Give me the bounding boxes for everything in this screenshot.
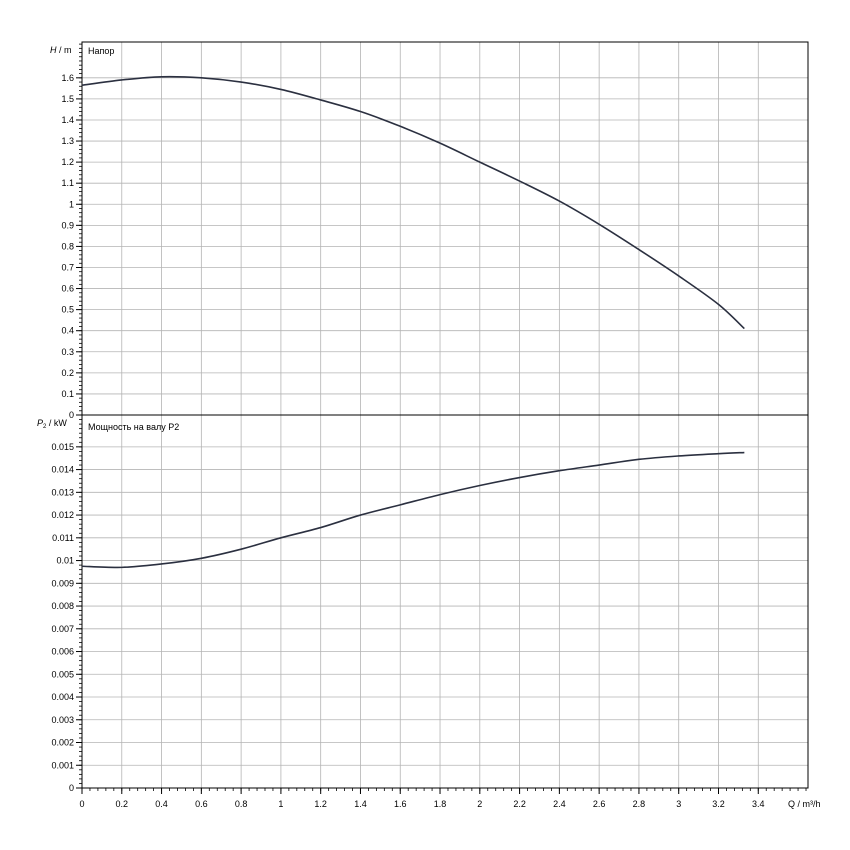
head-y-tick-label: 0.2 [61, 368, 74, 378]
head-series-label: Напор [88, 46, 114, 56]
power-panel: 0 0.001 0.002 0.003 0.004 0.005 0.006 0.007 0.00… [37, 414, 809, 793]
head-y-tick-label: 0.1 [61, 389, 74, 399]
power-y-tick-label: 0 [69, 783, 74, 793]
x-tick-label: 1.8 [434, 799, 447, 809]
power-y-tick-label: 0.002 [51, 738, 74, 748]
power-y-tick-label: 0.014 [51, 465, 74, 475]
power-y-tick-label: 0.008 [51, 601, 74, 611]
x-axis-ticks: 0 0.2 0.4 0.6 0.8 1 1.2 1.4 1.6 1.8 2 2.2 2.4 2.6 2.8 3… [79, 788, 807, 809]
head-y-tick-label: 0.4 [61, 326, 74, 336]
head-curve-line [81, 75, 745, 330]
x-tick-label: 0.8 [235, 799, 248, 809]
head-panel: 0 0.1 0.2 0.3 0.4 0.5 0.6 0.7 0.8 0.9 1 1.1 1.2 1.3 1.… [50, 41, 809, 420]
x-axis-label: Q / m³/h [788, 799, 821, 809]
head-y-ticks: 0 0.1 0.2 0.3 0.4 0.5 0.6 0.7 0.8 0.9 1 1.1 1.2 1.3 1.… [61, 43, 82, 420]
power-y-tick-label: 0.001 [51, 760, 74, 770]
x-tick-label: 2.2 [513, 799, 526, 809]
x-tick-label: 1.6 [394, 799, 407, 809]
x-tick-label: 2 [477, 799, 482, 809]
power-y-tick-label: 0.009 [51, 578, 74, 588]
head-y-tick-label: 1.5 [61, 94, 74, 104]
power-y-tick-label: 0.007 [51, 624, 74, 634]
power-y-tick-label: 0.015 [51, 442, 74, 452]
x-tick-label: 3.4 [752, 799, 765, 809]
head-y-tick-label: 0.5 [61, 305, 74, 315]
power-curve-line [81, 451, 745, 569]
power-plot-frame [81, 414, 809, 789]
head-y-tick-label: 1.6 [61, 73, 74, 83]
head-y-tick-label: 0 [69, 410, 74, 420]
head-y-tick-label: 1 [69, 199, 74, 209]
power-y-ticks: 0 0.001 0.002 0.003 0.004 0.005 0.006 0.007 0.00… [51, 414, 82, 793]
power-y-tick-label: 0.012 [51, 510, 74, 520]
power-y-tick-label: 0.011 [52, 533, 74, 543]
head-y-tick-label: 1.4 [61, 115, 74, 125]
x-tick-label: 0.4 [155, 799, 168, 809]
x-tick-label: 2.4 [553, 799, 566, 809]
head-y-tick-label: 1.3 [61, 136, 74, 146]
power-y-tick-label: 0.004 [51, 692, 74, 702]
head-y-tick-label: 0.7 [61, 262, 74, 272]
x-tick-label: 0.2 [116, 799, 129, 809]
x-tick-label: 1.2 [314, 799, 327, 809]
head-y-tick-label: 0.3 [61, 347, 74, 357]
head-y-tick-label: 0.8 [61, 241, 74, 251]
x-tick-label: 3 [676, 799, 681, 809]
power-y-tick-label: 0.005 [51, 669, 74, 679]
power-y-tick-label: 0.003 [51, 715, 74, 725]
head-y-tick-label: 1.2 [61, 157, 74, 167]
x-tick-label: 0 [79, 799, 84, 809]
head-y-tick-label: 0.9 [61, 220, 74, 230]
x-tick-label: 0.6 [195, 799, 208, 809]
x-tick-label: 1.4 [354, 799, 367, 809]
power-y-tick-label: 0.006 [51, 647, 74, 657]
head-y-tick-label: 1.1 [61, 178, 74, 188]
x-tick-label: 1 [278, 799, 283, 809]
power-y-tick-label: 0.013 [51, 487, 74, 497]
power-y-axis-label: P2 / kW [37, 418, 67, 430]
power-series-label: Мощность на валу P2 [88, 422, 179, 432]
head-y-axis-label: H / m [50, 45, 72, 55]
x-tick-label: 3.2 [712, 799, 725, 809]
power-y-tick-label: 0.01 [56, 556, 74, 566]
x-tick-label: 2.6 [593, 799, 606, 809]
head-y-tick-label: 0.6 [61, 284, 74, 294]
head-grid [81, 42, 808, 416]
x-tick-label: 2.8 [633, 799, 646, 809]
